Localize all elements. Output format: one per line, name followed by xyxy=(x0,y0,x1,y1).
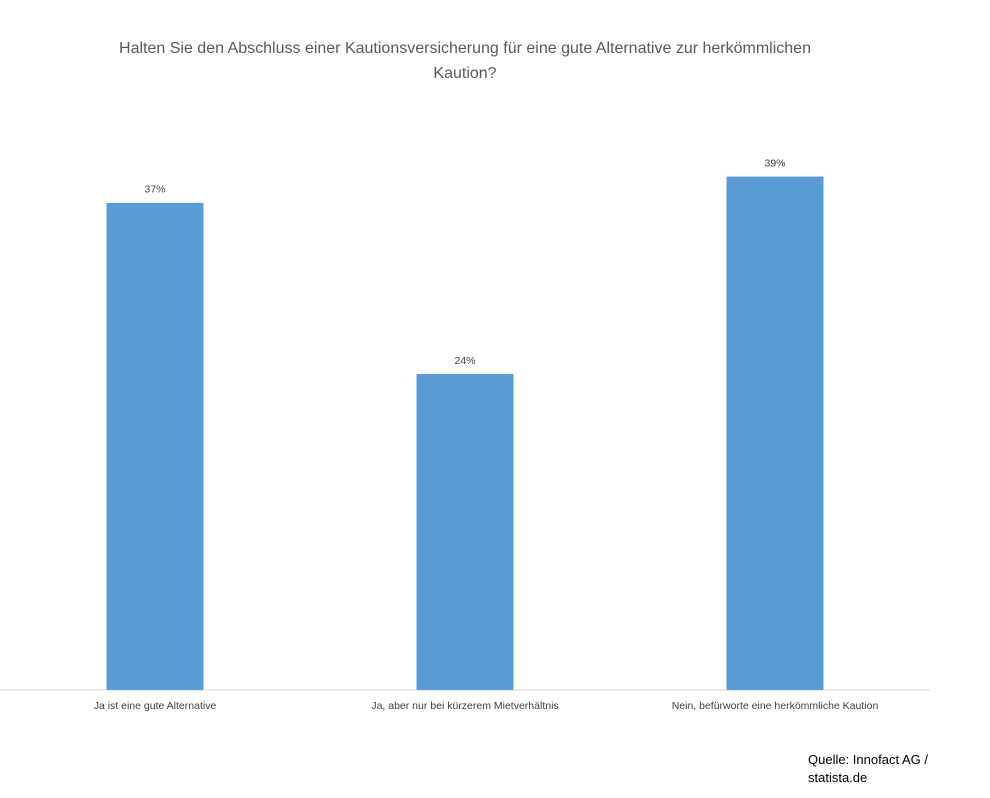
value-label: 24% xyxy=(454,355,475,367)
bar xyxy=(726,176,824,690)
x-tick-label: Nein, befürworte eine herkömmliche Kauti… xyxy=(672,700,879,712)
x-tick-label: Ja ist eine gute Alternative xyxy=(94,700,217,712)
x-tick-label: Ja, aber nur bei kürzerem Mietverhältnis xyxy=(371,700,558,712)
bar xyxy=(416,374,514,690)
chart-title: Halten Sie den Abschluss einer Kautionsv… xyxy=(119,40,811,82)
value-label: 37% xyxy=(144,184,165,196)
source-note: Quelle: Innofact AG / statista.de xyxy=(808,752,928,785)
bar xyxy=(106,202,204,690)
value-label: 39% xyxy=(764,157,785,169)
